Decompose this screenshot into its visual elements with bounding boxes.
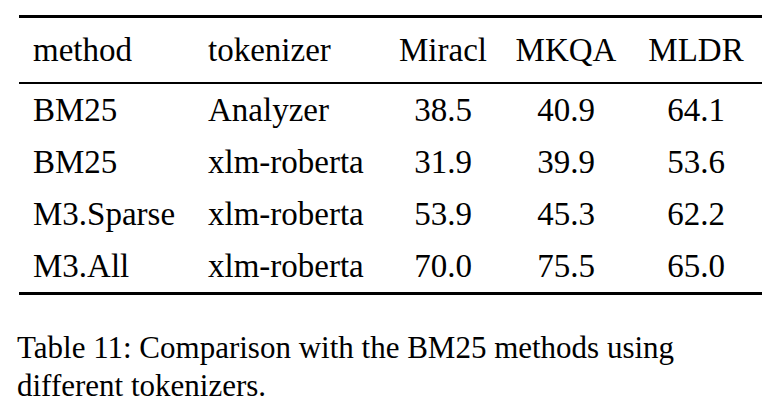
cell-mldr: 64.1 <box>630 94 762 127</box>
cell-tokenizer: Analyzer <box>208 94 384 127</box>
cell-mldr: 65.0 <box>630 250 762 283</box>
cell-tokenizer: xlm-roberta <box>208 146 384 179</box>
caption-line-1: Table 11: Comparison with the BM25 metho… <box>17 330 674 365</box>
cell-method: BM25 <box>33 146 208 179</box>
cell-mkqa: 75.5 <box>502 250 630 283</box>
col-header-method: method <box>33 34 208 67</box>
cell-method: M3.All <box>33 250 208 283</box>
table-row: BM25 Analyzer 38.5 40.9 64.1 <box>19 84 762 136</box>
cell-mldr: 62.2 <box>630 198 762 231</box>
cell-mkqa: 40.9 <box>502 94 630 127</box>
table-row: BM25 xlm-roberta 31.9 39.9 53.6 <box>19 136 762 188</box>
table-11: method tokenizer Miracl MKQA MLDR BM25 A… <box>19 15 762 295</box>
caption-line-2: different tokenizers. <box>17 368 266 403</box>
col-header-mkqa: MKQA <box>502 34 630 67</box>
cell-method: M3.Sparse <box>33 198 208 231</box>
cell-tokenizer: xlm-roberta <box>208 198 384 231</box>
cell-tokenizer: xlm-roberta <box>208 250 384 283</box>
table-bottom-rule <box>19 292 762 295</box>
col-header-tokenizer: tokenizer <box>208 34 384 67</box>
table-caption: Table 11: Comparison with the BM25 metho… <box>17 329 761 405</box>
cell-mldr: 53.6 <box>630 146 762 179</box>
table-row: M3.All xlm-roberta 70.0 75.5 65.0 <box>19 240 762 292</box>
table-row: M3.Sparse xlm-roberta 53.9 45.3 62.2 <box>19 188 762 240</box>
cell-mkqa: 45.3 <box>502 198 630 231</box>
col-header-mldr: MLDR <box>630 34 762 67</box>
cell-miracl: 53.9 <box>384 198 502 231</box>
cell-miracl: 38.5 <box>384 94 502 127</box>
paper-table-figure: method tokenizer Miracl MKQA MLDR BM25 A… <box>0 0 778 406</box>
cell-miracl: 70.0 <box>384 250 502 283</box>
cell-miracl: 31.9 <box>384 146 502 179</box>
col-header-miracl: Miracl <box>384 34 502 67</box>
cell-method: BM25 <box>33 94 208 127</box>
cell-mkqa: 39.9 <box>502 146 630 179</box>
table-header-row: method tokenizer Miracl MKQA MLDR <box>19 18 762 82</box>
